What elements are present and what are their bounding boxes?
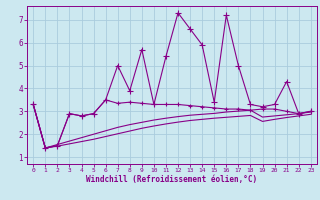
- X-axis label: Windchill (Refroidissement éolien,°C): Windchill (Refroidissement éolien,°C): [86, 175, 258, 184]
